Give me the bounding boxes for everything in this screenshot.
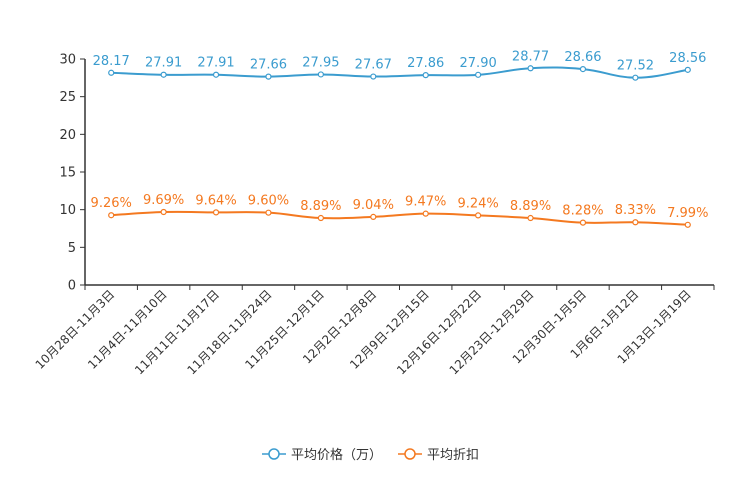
data-label: 27.91 xyxy=(197,56,234,71)
data-label: 28.77 xyxy=(512,49,549,64)
data-point xyxy=(265,73,272,80)
data-label: 8.33% xyxy=(615,203,656,218)
data-label: 7.99% xyxy=(667,206,708,221)
data-label: 27.86 xyxy=(407,56,444,71)
data-label: 28.66 xyxy=(564,50,601,65)
data-label: 28.17 xyxy=(93,54,130,69)
data-point xyxy=(108,69,115,76)
data-point xyxy=(317,214,324,222)
data-point xyxy=(370,73,377,80)
data-point xyxy=(422,72,429,79)
y-tick-label: 15 xyxy=(59,166,76,181)
data-point xyxy=(160,208,167,216)
data-point xyxy=(422,210,429,217)
data-label: 27.66 xyxy=(250,58,287,73)
data-label: 27.67 xyxy=(355,58,392,73)
series-line-2 xyxy=(111,210,688,226)
y-tick-label: 10 xyxy=(59,203,76,218)
y-tick-label: 5 xyxy=(68,241,76,256)
data-point xyxy=(160,71,167,78)
data-label: 9.60% xyxy=(248,194,289,209)
series-line-1 xyxy=(111,66,688,79)
data-label: 9.47% xyxy=(405,195,446,210)
data-label: 8.89% xyxy=(510,199,551,214)
data-point xyxy=(579,219,587,226)
data-point xyxy=(527,65,534,72)
y-tick-label: 30 xyxy=(59,53,76,68)
data-point xyxy=(475,212,482,219)
data-point xyxy=(317,71,324,78)
data-label: 28.56 xyxy=(669,51,706,66)
data-point xyxy=(527,214,534,222)
data-label: 27.91 xyxy=(145,56,182,71)
legend-label: 平均折扣 xyxy=(427,448,479,463)
data-label: 8.89% xyxy=(300,199,341,214)
data-label: 9.69% xyxy=(143,193,184,208)
data-label: 27.52 xyxy=(617,59,654,74)
legend-marker-icon xyxy=(268,448,280,460)
data-label: 27.95 xyxy=(302,55,339,70)
data-point xyxy=(475,71,482,78)
data-point xyxy=(108,212,115,219)
data-point xyxy=(212,209,220,216)
y-tick-label: 20 xyxy=(59,128,76,143)
y-tick-label: 25 xyxy=(59,90,76,105)
data-label: 9.24% xyxy=(457,196,498,211)
data-point xyxy=(684,66,691,73)
legend-marker-icon xyxy=(404,448,416,460)
data-label: 9.26% xyxy=(91,196,132,211)
data-label: 9.04% xyxy=(353,198,394,213)
data-label: 9.64% xyxy=(195,193,236,208)
data-point xyxy=(370,213,377,220)
legend-label: 平均价格（万） xyxy=(291,447,382,463)
data-label: 8.28% xyxy=(562,204,603,219)
data-point xyxy=(632,74,639,81)
data-point xyxy=(579,65,587,73)
y-tick-label: 0 xyxy=(68,279,76,294)
data-point xyxy=(265,209,272,216)
data-point xyxy=(684,221,691,228)
data-point xyxy=(212,71,220,78)
data-label: 27.90 xyxy=(460,56,497,71)
data-point xyxy=(632,219,639,226)
